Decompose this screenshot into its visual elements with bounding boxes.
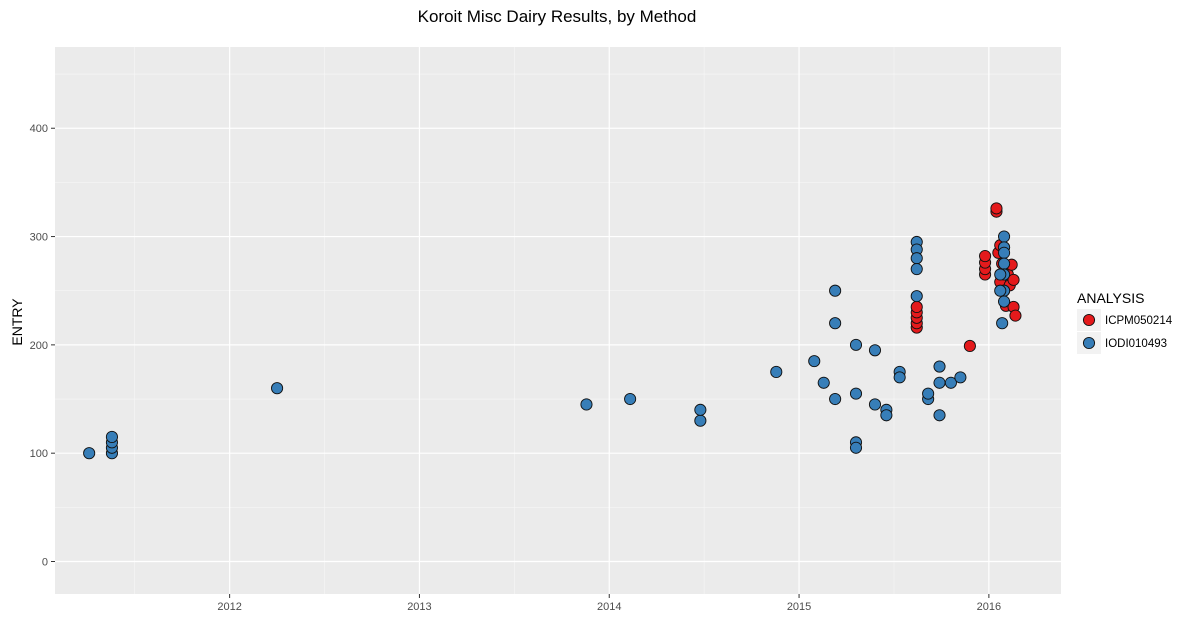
data-point: [893, 371, 906, 384]
data-point: [808, 355, 821, 368]
legend-title: ANALYSIS: [1077, 290, 1144, 306]
data-point: [944, 376, 957, 389]
x-tick-label: 2014: [597, 601, 621, 613]
data-point: [998, 257, 1011, 270]
x-tick-label: 2012: [217, 601, 241, 613]
data-point: [849, 338, 863, 351]
legend-label: ICPM050214: [1105, 315, 1173, 327]
data-point: [910, 290, 923, 303]
legend-key-swatch: [1082, 336, 1096, 350]
data-point: [694, 403, 707, 416]
y-tick-label: 400: [30, 123, 48, 135]
legend: ANALYSIS ICPM050214 IODI010493: [1077, 290, 1173, 354]
y-tick-label: 200: [30, 340, 48, 352]
data-point: [963, 339, 976, 353]
legend-key-swatch: [1082, 313, 1096, 327]
x-tick-label: 2015: [787, 601, 811, 613]
data-point: [83, 447, 96, 460]
data-point: [829, 392, 842, 406]
y-tick-label: 300: [30, 232, 48, 244]
series-iodi010493: [83, 230, 1011, 460]
data-point: [694, 414, 707, 427]
y-tick-label: 100: [30, 448, 48, 460]
data-point: [1009, 309, 1022, 322]
data-point: [1007, 273, 1020, 286]
y-axis-title: ENTRY: [9, 298, 25, 346]
data-point: [998, 246, 1011, 259]
data-point: [770, 365, 783, 379]
data-point: [998, 230, 1011, 243]
data-point: [829, 317, 842, 330]
data-point: [829, 284, 842, 297]
axis-ticks: [51, 127, 990, 598]
data-point: [849, 387, 863, 400]
data-point: [868, 344, 882, 357]
data-point: [933, 409, 946, 422]
x-tick-label: 2016: [977, 601, 1001, 613]
data-point: [868, 398, 882, 411]
data-point: [849, 441, 863, 454]
data-point: [994, 268, 1007, 281]
data-point: [910, 300, 923, 314]
chart-title: Koroit Misc Dairy Results, by Method: [418, 7, 697, 26]
data-point: [933, 376, 946, 389]
y-tick-label: 0: [42, 557, 48, 569]
plot-panel: [55, 47, 1061, 594]
data-point: [880, 409, 893, 422]
tick-labels: 2012 2013 2014 2015 2016 0 100 200 300 400: [30, 123, 1001, 613]
data-point: [979, 250, 992, 263]
data-point: [996, 317, 1009, 330]
data-point: [580, 398, 593, 411]
data-point: [271, 382, 284, 395]
data-points: [83, 202, 1022, 460]
minor-gridlines: [55, 47, 1061, 594]
data-point: [954, 371, 967, 384]
data-point: [998, 295, 1011, 308]
x-tick-label: 2013: [407, 601, 431, 613]
data-point: [994, 284, 1007, 297]
data-point: [105, 430, 118, 443]
data-point: [910, 252, 923, 265]
data-point: [817, 376, 830, 389]
legend-label: IODI010493: [1105, 338, 1167, 350]
data-point: [922, 387, 935, 400]
data-point: [910, 262, 923, 276]
data-point: [990, 202, 1003, 215]
major-gridlines: [55, 47, 1061, 594]
data-point: [933, 360, 946, 373]
data-point: [624, 392, 637, 406]
